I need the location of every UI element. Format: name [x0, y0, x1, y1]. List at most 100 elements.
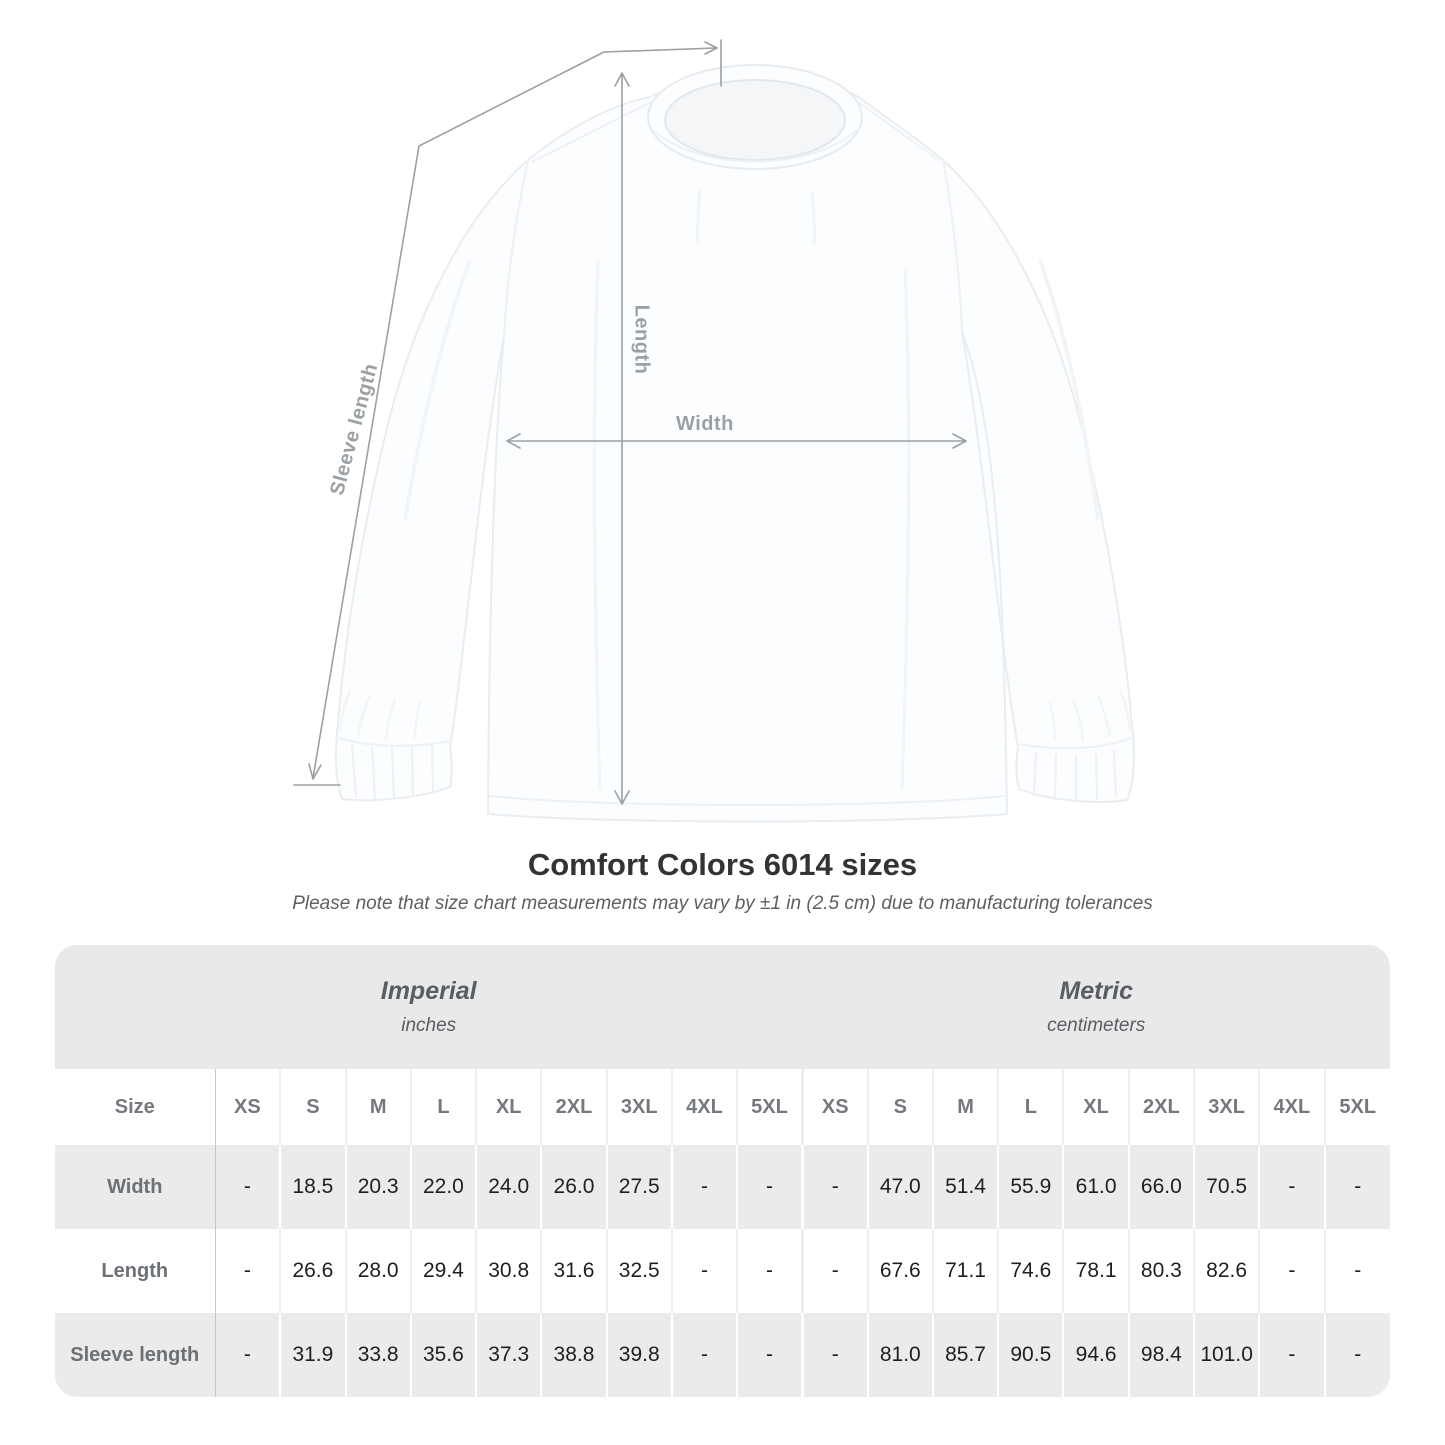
measurement-arrows — [293, 39, 967, 805]
length-imperial-xl: 30.8 — [475, 1229, 542, 1313]
sleeve-metric-xl: 94.6 — [1062, 1313, 1129, 1397]
length-imperial-s: 26.6 — [279, 1229, 346, 1313]
sleeve-imperial-4xl: - — [670, 1313, 738, 1397]
metric-size-2xl: 2XL — [1127, 1069, 1194, 1145]
collar — [647, 64, 863, 170]
length-measure-label: Length — [630, 304, 653, 375]
metric-size-5xl: 5XL — [1323, 1069, 1390, 1145]
width-imperial-xl: 24.0 — [475, 1145, 542, 1229]
sleeve-metric-s: 81.0 — [866, 1313, 933, 1397]
length-metric-m: 71.1 — [931, 1229, 999, 1313]
length-metric-xl: 78.1 — [1062, 1229, 1129, 1313]
metric-size-l: L — [997, 1069, 1064, 1145]
size-header-row: Size XS S M L XL 2XL 3XL 4XL 5XL XS S M … — [55, 1069, 1390, 1145]
page-title: Comfort Colors 6014 sizes — [527, 847, 918, 882]
metric-size-xl: XL — [1062, 1069, 1129, 1145]
width-imperial-4xl: - — [670, 1145, 738, 1229]
width-row: Width - 18.5 20.3 22.0 24.0 26.0 27.5 - … — [55, 1145, 1390, 1229]
sleeve-metric-3xl: 101.0 — [1192, 1313, 1260, 1397]
length-metric-2xl: 80.3 — [1127, 1229, 1194, 1313]
length-metric-4xl: - — [1258, 1229, 1325, 1313]
imperial-size-xl: XL — [475, 1069, 542, 1145]
size-column-header: Size — [55, 1069, 215, 1145]
imperial-size-xs: XS — [214, 1069, 281, 1145]
width-metric-s: 47.0 — [866, 1145, 933, 1229]
imperial-size-l: L — [409, 1069, 477, 1145]
length-row: Length - 26.6 28.0 29.4 30.8 31.6 32.5 -… — [55, 1229, 1390, 1313]
width-imperial-s: 18.5 — [279, 1145, 346, 1229]
length-metric-xs: - — [800, 1229, 868, 1313]
sleeve-length-row-label: Sleeve length — [55, 1313, 215, 1397]
width-imperial-5xl: - — [736, 1145, 803, 1229]
width-metric-3xl: 70.5 — [1192, 1145, 1260, 1229]
length-row-label: Length — [55, 1229, 215, 1313]
length-imperial-3xl: 32.5 — [605, 1229, 672, 1313]
length-imperial-l: 29.4 — [409, 1229, 477, 1313]
shirt-illustration — [293, 39, 1136, 823]
seams — [335, 99, 1132, 806]
width-imperial-xs: - — [214, 1145, 281, 1229]
sleeve-imperial-l: 35.6 — [409, 1313, 477, 1397]
width-metric-4xl: - — [1258, 1145, 1325, 1229]
sleeve-metric-5xl: - — [1323, 1313, 1390, 1397]
width-metric-2xl: 66.0 — [1127, 1145, 1194, 1229]
imperial-unit: inches — [401, 1015, 457, 1036]
length-imperial-xs: - — [214, 1229, 281, 1313]
imperial-size-4xl: 4XL — [670, 1069, 738, 1145]
metric-title: Metric — [1059, 977, 1134, 1005]
metric-size-m: M — [931, 1069, 999, 1145]
imperial-size-m: M — [344, 1069, 411, 1145]
width-imperial-2xl: 26.0 — [540, 1145, 607, 1229]
imperial-size-3xl: 3XL — [605, 1069, 672, 1145]
length-imperial-5xl: - — [736, 1229, 803, 1313]
sleeve-length-row: Sleeve length - 31.9 33.8 35.6 37.3 38.8… — [55, 1313, 1390, 1397]
sleeve-metric-l: 90.5 — [997, 1313, 1064, 1397]
imperial-section-header: Imperial inches — [55, 945, 803, 1069]
sleeve-imperial-xs: - — [214, 1313, 281, 1397]
unit-band-row: Imperial inches Metric centimeters — [55, 945, 1390, 1069]
sleeve-imperial-m: 33.8 — [344, 1313, 411, 1397]
imperial-size-2xl: 2XL — [540, 1069, 607, 1145]
width-row-label: Width — [55, 1145, 215, 1229]
metric-size-4xl: 4XL — [1258, 1069, 1325, 1145]
length-imperial-m: 28.0 — [344, 1229, 411, 1313]
length-metric-5xl: - — [1323, 1229, 1390, 1313]
size-table: Imperial inches Metric centimeters Size … — [55, 945, 1390, 1397]
width-measure-label: Width — [676, 413, 734, 435]
width-imperial-l: 22.0 — [409, 1145, 477, 1229]
fabric-wrinkles — [338, 189, 1132, 791]
length-imperial-2xl: 31.6 — [540, 1229, 607, 1313]
length-metric-l: 74.6 — [997, 1229, 1064, 1313]
width-metric-m: 51.4 — [931, 1145, 999, 1229]
sleeve-metric-4xl: - — [1258, 1313, 1325, 1397]
width-metric-xs: - — [800, 1145, 868, 1229]
metric-unit: centimeters — [1047, 1015, 1146, 1036]
tolerance-note: Please note that size chart measurements… — [292, 893, 1153, 914]
length-metric-s: 67.6 — [866, 1229, 933, 1313]
sleeve-imperial-2xl: 38.8 — [540, 1313, 607, 1397]
length-metric-3xl: 82.6 — [1192, 1229, 1260, 1313]
metric-size-3xl: 3XL — [1192, 1069, 1260, 1145]
sleeve-imperial-xl: 37.3 — [475, 1313, 542, 1397]
metric-section-header: Metric centimeters — [802, 945, 1390, 1069]
width-metric-xl: 61.0 — [1062, 1145, 1129, 1229]
sleeve-imperial-s: 31.9 — [279, 1313, 346, 1397]
width-imperial-m: 20.3 — [344, 1145, 411, 1229]
sleeve-metric-2xl: 98.4 — [1127, 1313, 1194, 1397]
width-metric-5xl: - — [1323, 1145, 1390, 1229]
imperial-title: Imperial — [380, 977, 477, 1005]
sleeve-metric-m: 85.7 — [931, 1313, 999, 1397]
shirt-measurement-diagram: Sleeve length Length Width — [293, 39, 1136, 823]
shirt-body — [334, 78, 1136, 823]
width-imperial-3xl: 27.5 — [605, 1145, 672, 1229]
size-table-grid: Imperial inches Metric centimeters Size … — [55, 945, 1390, 1397]
sleeve-imperial-5xl: - — [736, 1313, 803, 1397]
width-metric-l: 55.9 — [997, 1145, 1064, 1229]
metric-size-xs: XS — [800, 1069, 868, 1145]
sleeve-metric-xs: - — [800, 1313, 868, 1397]
sleeve-imperial-3xl: 39.8 — [605, 1313, 672, 1397]
length-imperial-4xl: - — [670, 1229, 738, 1313]
imperial-size-s: S — [279, 1069, 346, 1145]
imperial-size-5xl: 5XL — [736, 1069, 803, 1145]
metric-size-s: S — [866, 1069, 933, 1145]
